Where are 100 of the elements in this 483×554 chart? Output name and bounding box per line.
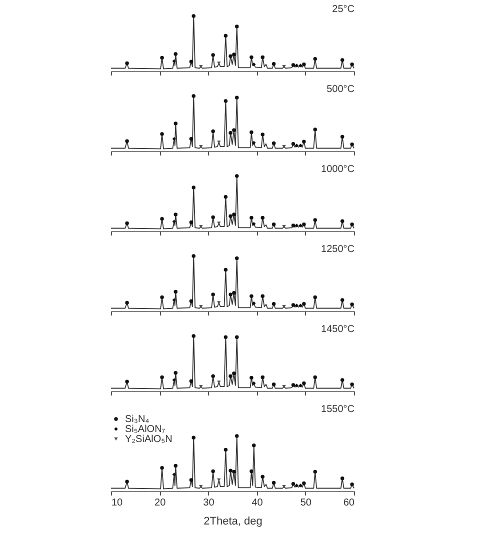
point xyxy=(291,224,296,228)
point xyxy=(125,300,129,305)
point xyxy=(232,372,236,376)
x-tick-label: 40 xyxy=(252,498,264,508)
x-axis-title: 2Theta, deg xyxy=(204,516,262,528)
x-tick-label: 10 xyxy=(112,498,124,508)
legend-label: Si₃N₄ xyxy=(125,414,150,425)
point xyxy=(172,220,176,224)
point xyxy=(232,212,236,216)
point xyxy=(282,224,286,228)
point xyxy=(224,335,228,339)
point xyxy=(313,57,317,61)
point xyxy=(211,215,215,220)
point xyxy=(340,378,344,382)
point xyxy=(291,142,296,146)
point xyxy=(350,62,354,66)
point xyxy=(211,53,215,57)
point xyxy=(294,224,299,228)
point xyxy=(174,290,178,294)
point xyxy=(302,381,306,386)
point xyxy=(250,130,254,134)
point xyxy=(174,370,178,375)
point xyxy=(250,376,254,380)
point xyxy=(350,382,354,386)
point xyxy=(252,381,256,386)
point xyxy=(232,290,236,295)
point xyxy=(228,130,232,135)
x-tick-label: 30 xyxy=(203,498,215,508)
point xyxy=(291,63,296,67)
x-tick-label: 20 xyxy=(154,498,166,508)
point xyxy=(272,382,276,386)
point xyxy=(252,62,256,66)
point xyxy=(160,56,164,60)
point xyxy=(192,254,196,258)
point xyxy=(235,256,239,260)
point xyxy=(228,54,232,58)
point xyxy=(160,132,164,136)
point xyxy=(272,62,276,66)
point xyxy=(340,298,344,302)
point xyxy=(189,220,194,224)
point xyxy=(235,24,239,28)
point xyxy=(189,137,194,141)
point xyxy=(125,380,129,384)
point xyxy=(125,221,129,226)
point xyxy=(125,61,129,66)
point xyxy=(350,222,354,226)
point xyxy=(211,374,215,378)
point xyxy=(313,128,317,132)
point xyxy=(302,140,306,144)
point xyxy=(217,140,221,144)
point xyxy=(340,134,344,139)
point xyxy=(282,304,286,308)
point xyxy=(350,302,354,306)
point xyxy=(260,55,265,60)
point xyxy=(228,214,232,218)
point xyxy=(189,299,194,303)
chart-title: 1250°C xyxy=(321,244,354,256)
point xyxy=(340,58,344,62)
point xyxy=(340,219,344,223)
point xyxy=(192,186,196,190)
point xyxy=(211,129,215,134)
point xyxy=(291,383,296,387)
point xyxy=(282,384,286,388)
point xyxy=(294,384,299,388)
point xyxy=(260,216,265,220)
point xyxy=(260,294,265,298)
point xyxy=(228,292,232,296)
point xyxy=(192,94,196,98)
point xyxy=(125,139,129,143)
point xyxy=(224,34,228,38)
x-tick-label: 60 xyxy=(343,498,355,508)
point xyxy=(217,62,221,65)
point xyxy=(199,384,203,388)
point xyxy=(192,334,196,338)
point xyxy=(232,52,236,56)
chart-title: 25°C xyxy=(332,4,354,16)
point xyxy=(192,14,196,18)
point xyxy=(199,304,203,308)
point xyxy=(313,375,317,380)
point xyxy=(217,301,221,304)
point xyxy=(174,122,178,126)
point xyxy=(313,295,317,300)
point xyxy=(350,142,354,146)
point xyxy=(252,222,256,226)
point xyxy=(250,55,254,60)
point xyxy=(224,99,228,103)
point xyxy=(260,132,265,136)
x-tick-label: 50 xyxy=(300,498,312,508)
point xyxy=(224,268,228,272)
point xyxy=(291,303,296,307)
point xyxy=(160,375,164,380)
point xyxy=(217,380,221,384)
chart-title: 1550°C xyxy=(321,404,354,415)
point xyxy=(272,141,276,146)
point xyxy=(199,64,203,68)
point xyxy=(172,378,176,382)
point xyxy=(282,64,286,68)
chart-title: 1450°C xyxy=(321,324,354,336)
point xyxy=(252,140,256,145)
point xyxy=(189,60,194,64)
